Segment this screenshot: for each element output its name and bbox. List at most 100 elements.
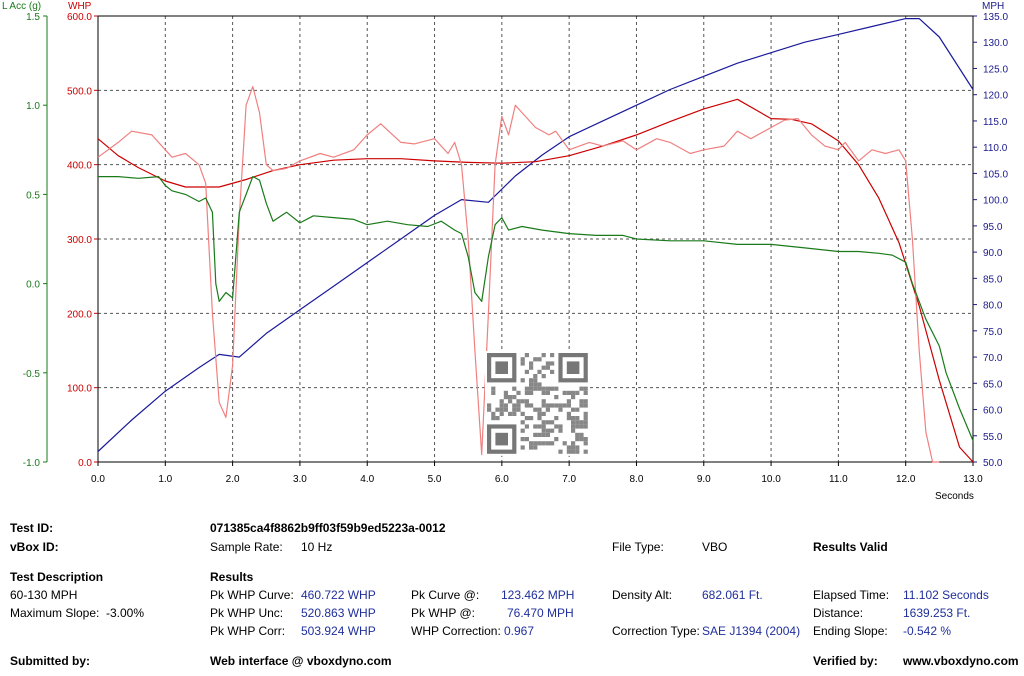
qr-module (491, 390, 496, 395)
qr-module (541, 386, 546, 391)
sample-rate-value: 10 Hz (301, 540, 333, 554)
qr-module (545, 428, 550, 433)
qr-module (545, 403, 550, 408)
qr-module (554, 403, 559, 408)
qr-module (529, 445, 534, 450)
qr-module (550, 403, 555, 408)
x-tick-label: 4.0 (360, 474, 374, 485)
qr-module (583, 399, 588, 404)
qr-module (520, 357, 525, 362)
qr-module (533, 441, 538, 446)
whp-tick-label: 100.0 (67, 384, 92, 395)
qr-module (579, 437, 584, 442)
x-tick-label: 7.0 (562, 474, 576, 485)
qr-module (516, 403, 521, 408)
qr-module (537, 411, 542, 416)
x-tick-label: 13.0 (963, 474, 983, 485)
x-tick-label: 3.0 (293, 474, 307, 485)
qr-module (554, 395, 559, 400)
qr-module (571, 449, 576, 454)
qr-module (520, 411, 525, 416)
whp-tick-label: 200.0 (67, 309, 92, 320)
results-label: Results (210, 570, 254, 584)
qr-module (583, 449, 588, 454)
qr-module (520, 420, 525, 425)
qr-module (545, 365, 550, 370)
qr-module (524, 437, 529, 442)
website-link[interactable]: www.vboxdyno.com (903, 654, 1019, 668)
x-tick-label: 11.0 (829, 474, 848, 485)
qr-module (558, 424, 563, 429)
mph-tick-label: 55.0 (983, 432, 1003, 443)
qr-module (545, 420, 550, 425)
pk-whp-curve-value: 460.722 WHP (301, 588, 376, 602)
qr-module (575, 390, 580, 395)
qr-module (508, 395, 513, 400)
qr-module (579, 386, 584, 391)
qr-module (566, 390, 571, 395)
qr-module (550, 420, 555, 425)
x-tick-label: 8.0 (630, 474, 644, 485)
qr-module (541, 424, 546, 429)
qr-module (583, 441, 588, 446)
qr-module (533, 378, 538, 383)
qr-module (512, 407, 517, 412)
qr-module (533, 382, 538, 387)
x-tick-label: 5.0 (428, 474, 442, 485)
distance-label: Distance: (813, 606, 864, 620)
qr-module (571, 416, 576, 421)
ending-slope-label: Ending Slope: (813, 624, 888, 638)
qr-module (571, 395, 576, 400)
qr-module (575, 432, 580, 437)
qr-module (566, 403, 571, 408)
qr-module (566, 416, 571, 421)
elapsed-time-label: Elapsed Time: (813, 588, 890, 602)
qr-module (529, 390, 534, 395)
qr-module (579, 432, 584, 437)
qr-module (571, 420, 576, 425)
qr-module (579, 403, 584, 408)
qr-module (520, 428, 525, 433)
qr-module (529, 441, 534, 446)
qr-module (545, 432, 550, 437)
qr-module (554, 416, 559, 421)
qr-finder-core (495, 361, 508, 374)
lacc-tick-label: -1.0 (23, 458, 41, 469)
qr-module (566, 411, 571, 416)
qr-module (575, 424, 580, 429)
web-interface-link[interactable]: Web interface @ vboxdyno.com (210, 654, 392, 668)
mph-series-line (97, 18, 974, 452)
elapsed-time-value: 11.102 Seconds (903, 588, 989, 602)
max-slope-value: -3.00% (106, 606, 145, 620)
sample-rate-label: Sample Rate: (210, 540, 283, 554)
qr-module (541, 403, 546, 408)
qr-module (558, 407, 563, 412)
x-axis: 0.0 1.0 2.0 3.0 4.0 5.0 6.0 7.0 8.0 9.0 10.0 11.0 12… (91, 462, 983, 485)
lacc-series-line (98, 176, 974, 441)
qr-module (512, 403, 517, 408)
x-tick-label: 10.0 (761, 474, 781, 485)
pk-whp-at-label: Pk WHP @: (411, 606, 475, 620)
qr-module (583, 416, 588, 421)
whp-raw-series-line (97, 85, 940, 463)
x-tick-label: 0.0 (91, 474, 105, 485)
qr-module (533, 424, 538, 429)
dyno-chart: -1.0 -0.5 0.0 0.5 1.0 1.5 0.0 100.0 200.0 300.0 4… (2, 1, 1008, 502)
qr-module (566, 449, 571, 454)
qr-module (529, 403, 534, 408)
qr-module (562, 403, 567, 408)
test-id-value: 071385ca4f8862b9ff03f59b9ed5223a-0012 (210, 521, 446, 535)
correction-type-label: Correction Type: (612, 624, 700, 638)
x-tick-label: 1.0 (158, 474, 172, 485)
qr-module (487, 403, 492, 408)
qr-module (550, 361, 555, 366)
qr-module (545, 441, 550, 446)
qr-module (541, 428, 546, 433)
pk-whp-curve-label: Pk WHP Curve: (210, 588, 294, 602)
qr-module (571, 390, 576, 395)
qr-module (537, 432, 542, 437)
qr-module (516, 390, 521, 395)
qr-module (503, 390, 508, 395)
qr-module (529, 365, 534, 370)
lacc-tick-label: 1.5 (26, 12, 40, 23)
